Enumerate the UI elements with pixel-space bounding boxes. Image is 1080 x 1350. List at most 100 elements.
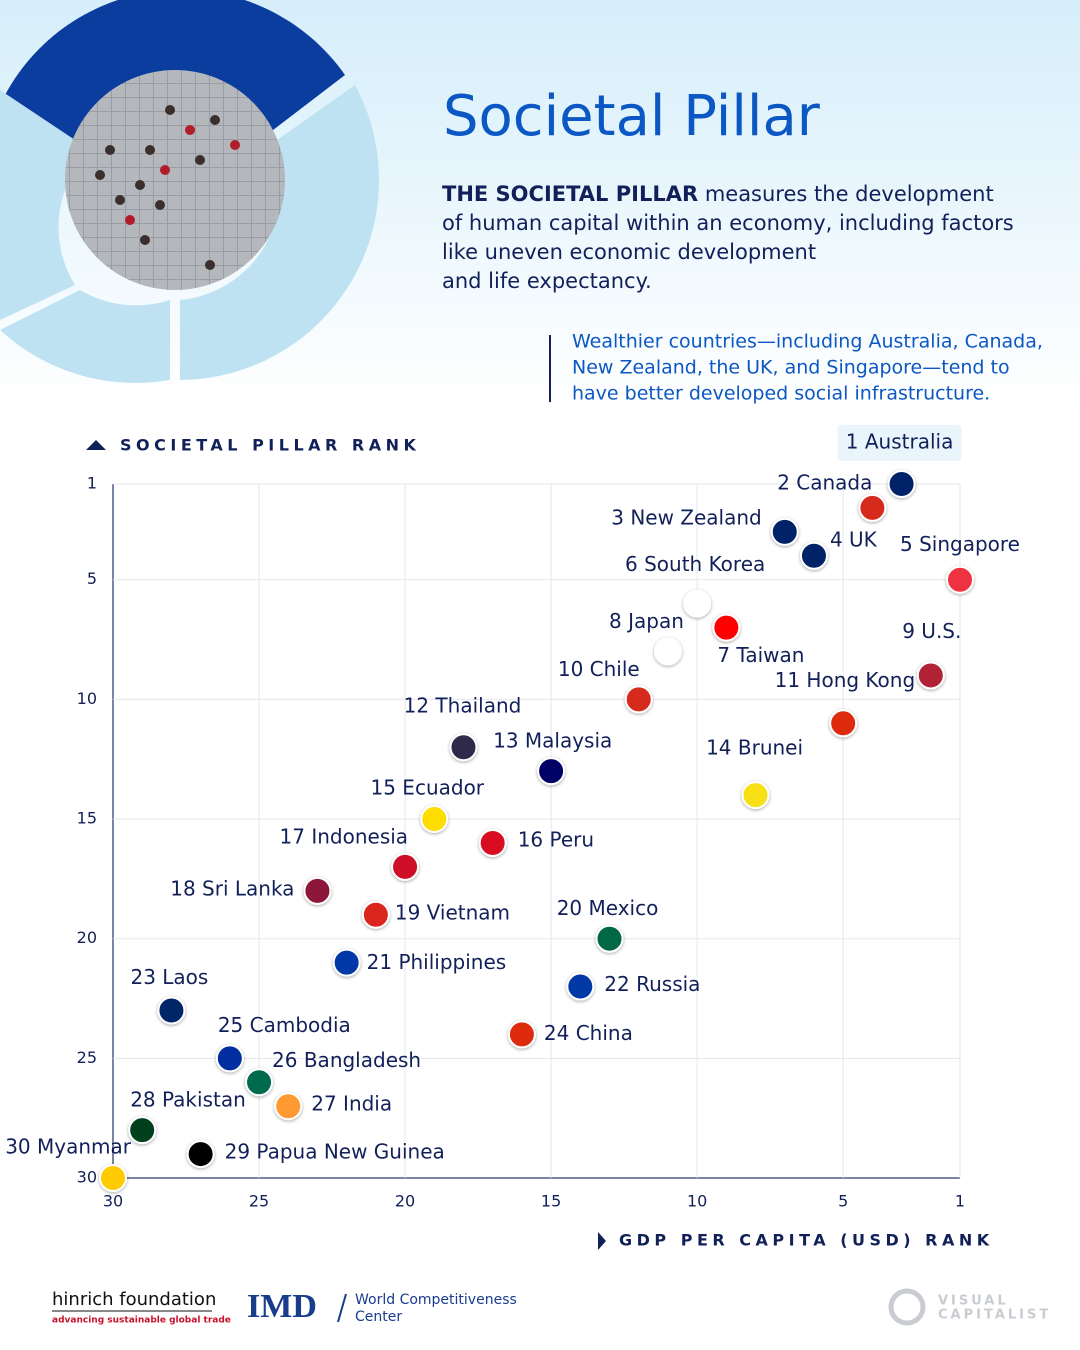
point <box>507 1020 536 1049</box>
y-tick-label: 25 <box>77 1048 97 1067</box>
point-label: 7 Taiwan <box>717 643 804 667</box>
point <box>332 948 361 977</box>
point-label: 15 Ecuador <box>371 776 485 800</box>
x-tick-label: 30 <box>103 1192 123 1211</box>
point <box>624 685 653 714</box>
description-line: THE SOCIETAL PILLAR measures the develop… <box>442 182 994 206</box>
description: THE SOCIETAL PILLAR measures the develop… <box>442 182 1014 293</box>
point-label: 14 Brunei <box>706 736 803 760</box>
x-tick-label: 15 <box>541 1192 561 1211</box>
hinrich-logo: hinrich foundation <box>52 1289 216 1310</box>
point <box>946 565 974 594</box>
y-tick-label: 5 <box>87 569 97 588</box>
y-axis-title: SOCIETAL PILLAR RANK <box>120 436 420 455</box>
point <box>157 996 186 1025</box>
point <box>653 637 682 666</box>
note-line: have better developed social infrastruct… <box>572 383 990 405</box>
point-label: 30 Myanmar <box>5 1135 132 1159</box>
point-label: 13 Malaysia <box>493 729 612 753</box>
y-tick-label: 15 <box>77 809 97 828</box>
point <box>770 517 799 546</box>
point <box>799 541 828 570</box>
point <box>420 805 449 834</box>
point-label: 27 India <box>311 1092 392 1116</box>
point <box>186 1140 215 1169</box>
point <box>683 589 712 618</box>
vc-logo: CAPITALIST <box>938 1308 1051 1323</box>
note: Wealthier countries—including Australia,… <box>572 331 1043 405</box>
point-label: 10 Chile <box>558 657 640 681</box>
point-label: 18 Sri Lanka <box>170 876 294 900</box>
description-line: and life expectancy. <box>442 269 652 293</box>
x-tick-label: 10 <box>687 1192 707 1211</box>
point <box>361 900 390 929</box>
point <box>303 876 332 905</box>
point-label: 11 Hong Kong <box>775 668 916 692</box>
point <box>566 972 595 1001</box>
hinrich-tagline: advancing sustainable global trade <box>52 1316 231 1326</box>
point <box>99 1164 127 1192</box>
point <box>829 709 858 738</box>
point-label: 20 Mexico <box>557 896 659 920</box>
plot: 1 Australia 2 Canada 3 New Zealand 4 UK 5 Si… <box>5 425 1020 1192</box>
point <box>537 757 566 786</box>
point-label: 12 Thailand <box>404 694 522 718</box>
point-label: 23 Laos <box>130 965 208 989</box>
point-label: 4 UK <box>830 527 878 551</box>
point-label: 5 Singapore <box>900 532 1020 556</box>
point <box>595 924 624 953</box>
point <box>274 1092 303 1121</box>
imd-line: World Competitiveness <box>355 1292 517 1308</box>
imd-line: Center <box>355 1309 402 1325</box>
point-label: 26 Bangladesh <box>272 1048 421 1072</box>
y-tick-label: 30 <box>77 1168 97 1187</box>
point-label: 2 Canada <box>777 470 872 494</box>
description-line: of human capital within an economy, incl… <box>442 211 1014 235</box>
description-lead: THE SOCIETAL PILLAR <box>442 182 698 206</box>
point-label: 24 China <box>544 1021 633 1045</box>
point-label: 29 Papua New Guinea <box>225 1140 445 1164</box>
point <box>741 781 770 810</box>
note-line: Wealthier countries—including Australia,… <box>572 331 1043 353</box>
point <box>887 470 916 498</box>
point-label: 9 U.S. <box>902 619 961 643</box>
point <box>128 1116 157 1145</box>
point-label: 19 Vietnam <box>395 900 510 924</box>
description-line: like uneven economic development <box>442 240 816 264</box>
x-tick-label: 25 <box>249 1192 269 1211</box>
point-label: 8 Japan <box>609 609 684 633</box>
point-label: 16 Peru <box>518 827 594 851</box>
point <box>916 661 945 690</box>
y-arrow <box>86 440 106 450</box>
y-tick-label: 10 <box>77 689 97 708</box>
point <box>712 613 741 642</box>
x-axis-title: GDP PER CAPITA (USD) RANK <box>619 1231 994 1250</box>
point-label: 3 New Zealand <box>611 505 762 529</box>
point-label: 28 Pakistan <box>130 1088 246 1112</box>
title: Societal Pillar <box>443 84 821 149</box>
x-tick-label: 20 <box>395 1192 415 1211</box>
point-label: 22 Russia <box>604 972 700 996</box>
y-tick-label: 1 <box>87 474 97 493</box>
note-line: New Zealand, the UK, and Singapore—tend … <box>572 357 1010 379</box>
point <box>449 733 478 762</box>
point <box>391 852 420 881</box>
point-label: 1 Australia <box>846 430 954 454</box>
footer: hinrich foundation advancing sustainable… <box>52 1288 1051 1326</box>
y-tick-label: 20 <box>77 928 97 947</box>
label-box <box>837 425 962 461</box>
x-tick-label: 5 <box>838 1192 848 1211</box>
point <box>858 493 887 522</box>
imd-logo: IMD <box>247 1288 317 1325</box>
x-arrow <box>598 1232 606 1250</box>
point-label: 6 South Korea <box>625 552 765 576</box>
description-text: measures the development <box>698 182 994 206</box>
point <box>215 1044 244 1073</box>
decoration <box>0 0 380 383</box>
vc-logo: VISUAL <box>938 1294 1009 1309</box>
point-label: 21 Philippines <box>367 950 507 974</box>
point-label: 17 Indonesia <box>280 824 409 848</box>
point <box>245 1068 274 1097</box>
